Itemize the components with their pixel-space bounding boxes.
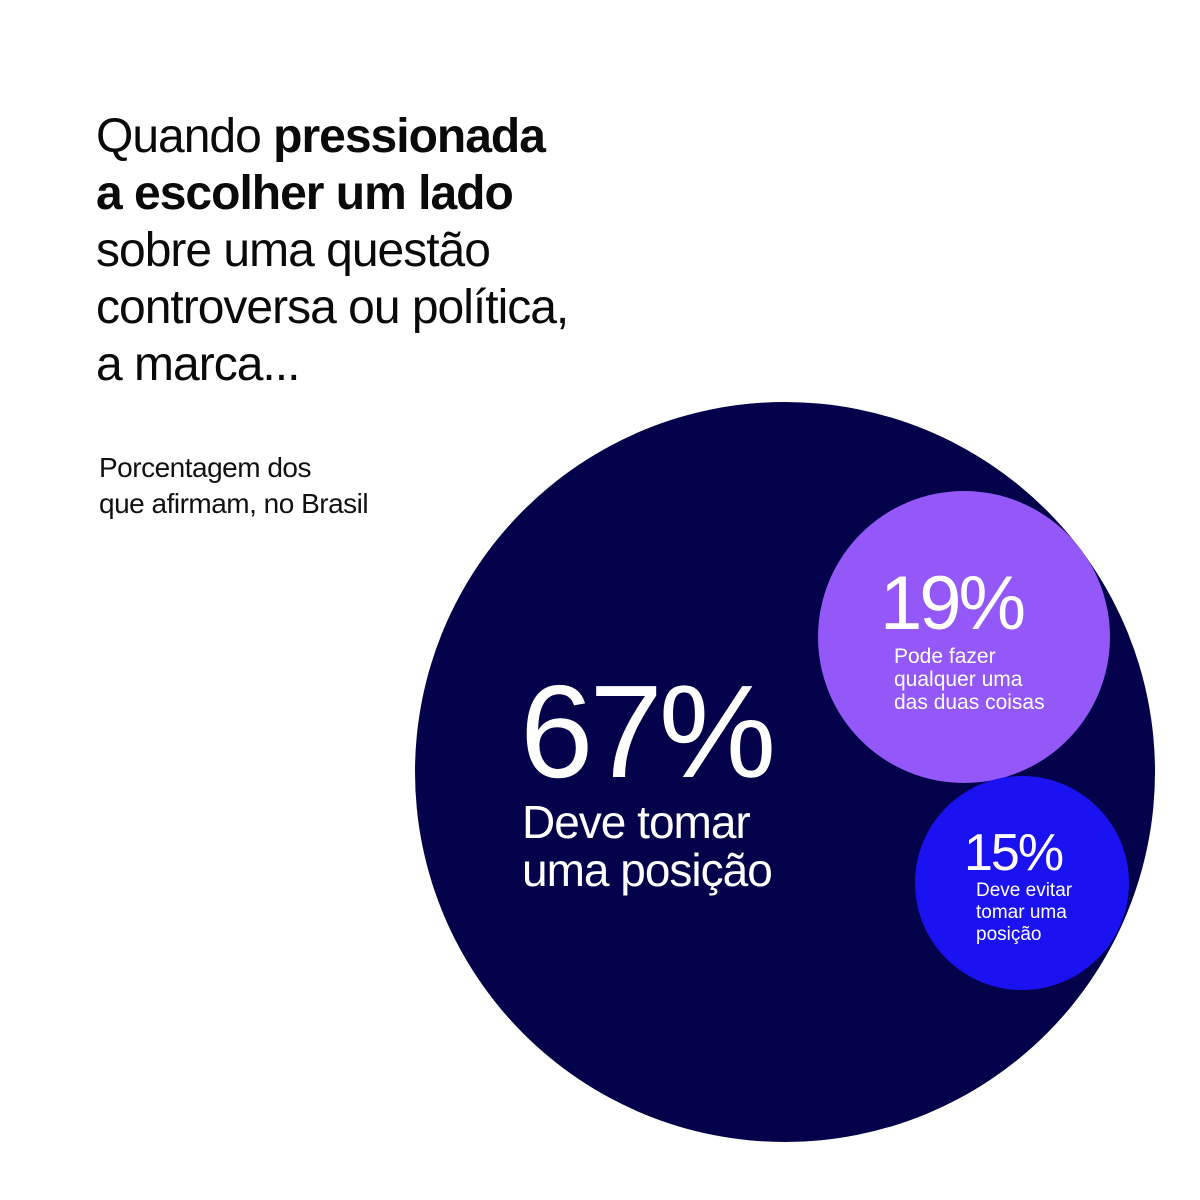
subtitle: Porcentagem dos que afirmam, no Brasil <box>99 450 499 522</box>
bubble-deve-evitar <box>915 776 1129 990</box>
series-label-pode-fazer-line-2: qualquer uma <box>894 668 1023 691</box>
headline-bold-2: a escolher um lado <box>96 167 514 220</box>
series-label-deve-tomar-line-2: uma posição <box>522 844 772 896</box>
subtitle-line-2: que afirmam, no Brasil <box>99 488 369 519</box>
value-label-deve-evitar: 15% <box>964 824 1063 882</box>
headline: Quando pressionada a escolher um lado so… <box>96 108 796 393</box>
series-label-deve-evitar-line-1: Deve evitar <box>976 880 1073 901</box>
value-label-deve-tomar: 67% <box>520 658 772 805</box>
headline-line-3: sobre uma questão <box>96 224 491 277</box>
series-label-deve-evitar-line-2: tomar uma <box>976 902 1067 923</box>
value-label-pode-fazer: 19% <box>880 561 1024 646</box>
series-label-deve-evitar-line-3: posição <box>976 924 1042 945</box>
headline-line-4: controversa ou política, <box>96 281 569 334</box>
headline-line-5: a marca... <box>96 338 300 391</box>
headline-line-1: Quando pressionada <box>96 108 796 165</box>
subtitle-line-1: Porcentagem dos <box>99 452 311 483</box>
series-label-pode-fazer-line-1: Pode fazer <box>894 645 996 668</box>
headline-regular-1: Quando <box>96 110 274 163</box>
bubble-pode-fazer <box>818 491 1110 783</box>
series-label-pode-fazer-line-3: das duas coisas <box>894 691 1045 714</box>
headline-line-2: a escolher um lado <box>96 165 796 222</box>
series-label-deve-tomar-line-1: Deve tomar <box>522 796 750 848</box>
headline-bold-1: pressionada <box>273 110 546 163</box>
